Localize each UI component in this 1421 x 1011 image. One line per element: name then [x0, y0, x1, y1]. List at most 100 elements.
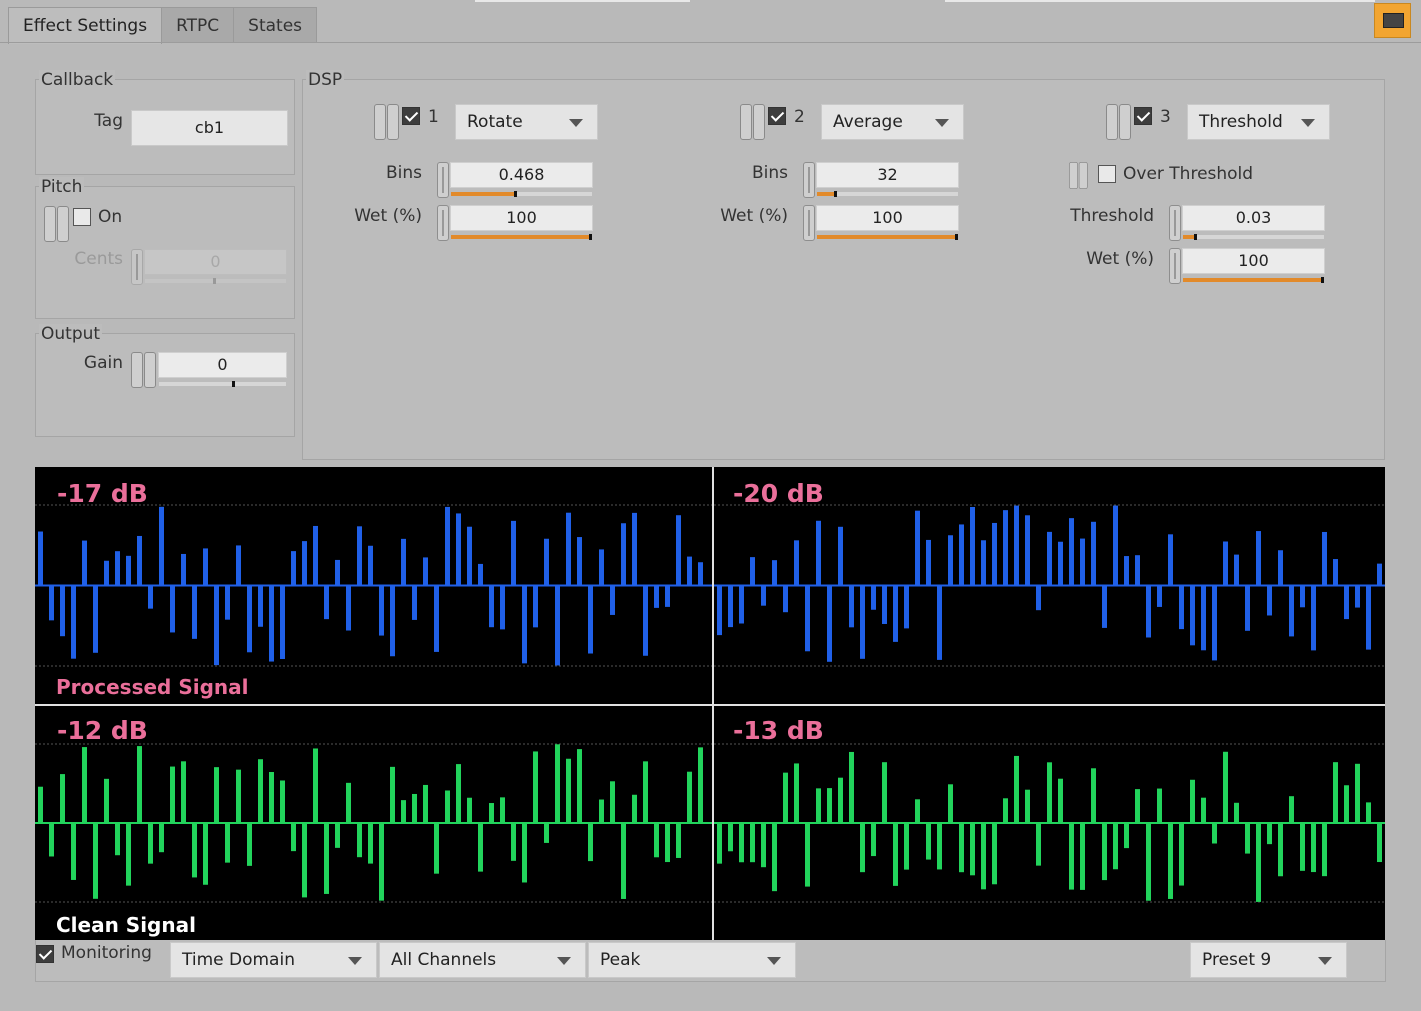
- over-threshold-rtpc-icon[interactable]: [1069, 162, 1089, 189]
- processed-right-bar: [1014, 505, 1019, 586]
- clean-right-bar: [1333, 762, 1338, 823]
- slot3-wet-rtpc-icon[interactable]: [1169, 248, 1181, 284]
- tag-input[interactable]: cb1: [131, 110, 288, 146]
- gain-value[interactable]: 0: [158, 352, 287, 378]
- channels-dropdown[interactable]: All Channels: [379, 942, 586, 978]
- clean-right-bar: [893, 823, 898, 886]
- clean-right-bar: [860, 823, 865, 873]
- slot1-effect-dropdown[interactable]: Rotate: [455, 104, 598, 140]
- clean-right-bar: [1080, 823, 1085, 890]
- processed-left-bar: [687, 556, 692, 586]
- processed-left-bar: [38, 531, 43, 586]
- preset-dropdown[interactable]: Preset 9: [1190, 942, 1347, 978]
- gain-rtpc-icon[interactable]: [131, 352, 157, 388]
- clean-right-bar: [1234, 802, 1239, 823]
- processed-right-bar: [717, 585, 722, 636]
- slot2-bins-rtpc-icon[interactable]: [803, 162, 815, 198]
- slot3-wet-value[interactable]: 100: [1182, 248, 1325, 274]
- clean-left-bar: [445, 790, 450, 823]
- processed-right-bar: [1344, 585, 1349, 620]
- processed-left-bar: [192, 585, 197, 639]
- slot2-bins-slider[interactable]: 32: [816, 162, 959, 198]
- clean-left-bar: [456, 764, 461, 823]
- clean-right-bar: [981, 823, 986, 890]
- clean-right-bar: [992, 823, 997, 885]
- clean-right-bar: [1135, 789, 1140, 823]
- clean-left-bar: [203, 823, 208, 885]
- clean-left-bar: [148, 823, 153, 864]
- threshold-value[interactable]: 0.03: [1182, 205, 1325, 231]
- slot1-bins-slider[interactable]: 0.468: [450, 162, 593, 198]
- callback-title: Callback: [39, 70, 116, 90]
- clean-right-bar: [838, 777, 843, 823]
- processed-left-bar: [621, 523, 626, 586]
- over-threshold-checkbox[interactable]: [1098, 165, 1116, 183]
- processed-right-bar: [772, 560, 777, 586]
- slot2-wet-rtpc-icon[interactable]: [803, 205, 815, 241]
- slot2-bins-value[interactable]: 32: [816, 162, 959, 188]
- slot2-effect-dropdown[interactable]: Average: [821, 104, 964, 140]
- slot2-enable-checkbox[interactable]: [768, 107, 786, 125]
- slot1-wet-value[interactable]: 100: [450, 205, 593, 231]
- clean-left-bar: [412, 793, 417, 823]
- slot1-enable-checkbox[interactable]: [402, 107, 420, 125]
- slot1-rtpc-icon[interactable]: [374, 104, 400, 140]
- pitch-rtpc-icon[interactable]: [44, 206, 70, 242]
- clean-right-bar: [1102, 823, 1107, 881]
- clean-left-bar: [577, 749, 582, 823]
- processed-right-bar: [1289, 585, 1294, 637]
- monitoring-label: Monitoring: [61, 943, 152, 963]
- pitch-on-checkbox[interactable]: [73, 208, 91, 226]
- processed-left-bar: [313, 525, 318, 586]
- threshold-slider[interactable]: 0.03: [1182, 205, 1325, 241]
- processed-right-bar: [794, 540, 799, 586]
- slot2-rtpc-icon[interactable]: [740, 104, 766, 140]
- slot3-enable-checkbox[interactable]: [1134, 107, 1152, 125]
- threshold-rtpc-icon[interactable]: [1169, 205, 1181, 241]
- window-toggle-button[interactable]: [1374, 3, 1411, 38]
- clean-right-bar: [1366, 802, 1371, 823]
- processed-right-bar: [1113, 505, 1118, 586]
- processed-left-bar: [566, 512, 571, 586]
- meter-mode-dropdown[interactable]: Peak: [588, 942, 796, 978]
- slot3-rtpc-icon[interactable]: [1106, 104, 1132, 140]
- processed-right-bar: [1278, 550, 1283, 586]
- clean-left-bar: [687, 771, 692, 823]
- processed-left-bar: [544, 538, 549, 586]
- view-mode-dropdown[interactable]: Time Domain: [170, 942, 377, 978]
- processed-right-bar: [1333, 559, 1338, 586]
- processed-right-bar: [1069, 518, 1074, 586]
- slot3-wet-slider[interactable]: 100: [1182, 248, 1325, 284]
- tab-states[interactable]: States: [233, 7, 318, 43]
- processed-right-bar: [1091, 521, 1096, 586]
- slot1-bins-value[interactable]: 0.468: [450, 162, 593, 188]
- slot2-bins-label: Bins: [751, 163, 788, 183]
- clean-left-bar: [269, 772, 274, 823]
- clean-left-bar: [159, 823, 164, 853]
- clean-right-bar: [761, 823, 766, 868]
- processed-right-bar: [783, 585, 788, 613]
- slot1-wet-slider[interactable]: 100: [450, 205, 593, 241]
- clean-right-bar: [794, 763, 799, 823]
- processed-right-bar: [1080, 538, 1085, 586]
- clean-left-bar: [181, 761, 186, 823]
- processed-right-bar: [1212, 585, 1217, 661]
- processed-left-bar: [280, 585, 285, 660]
- clean-left-bar: [93, 823, 98, 899]
- slot1-wet-rtpc-icon[interactable]: [437, 205, 449, 241]
- clean-right-bar: [904, 823, 909, 870]
- clean-right-bar: [1245, 823, 1250, 854]
- slot1-bins-rtpc-icon[interactable]: [437, 162, 449, 198]
- clean-right-bar: [816, 788, 821, 823]
- slot2-wet-value[interactable]: 100: [816, 205, 959, 231]
- slot2-wet-slider[interactable]: 100: [816, 205, 959, 241]
- processed-right-bar: [893, 585, 898, 642]
- clean-right-bar: [1003, 798, 1008, 823]
- processed-right-bar: [1245, 585, 1250, 631]
- slot3-effect-dropdown[interactable]: Threshold: [1187, 104, 1330, 140]
- tab-rtpc[interactable]: RTPC: [161, 7, 235, 43]
- clean-right-db: -13 dB: [733, 716, 824, 745]
- tab-effect-settings[interactable]: Effect Settings: [8, 7, 163, 44]
- monitoring-checkbox[interactable]: [36, 945, 54, 963]
- gain-slider[interactable]: 0: [158, 352, 287, 388]
